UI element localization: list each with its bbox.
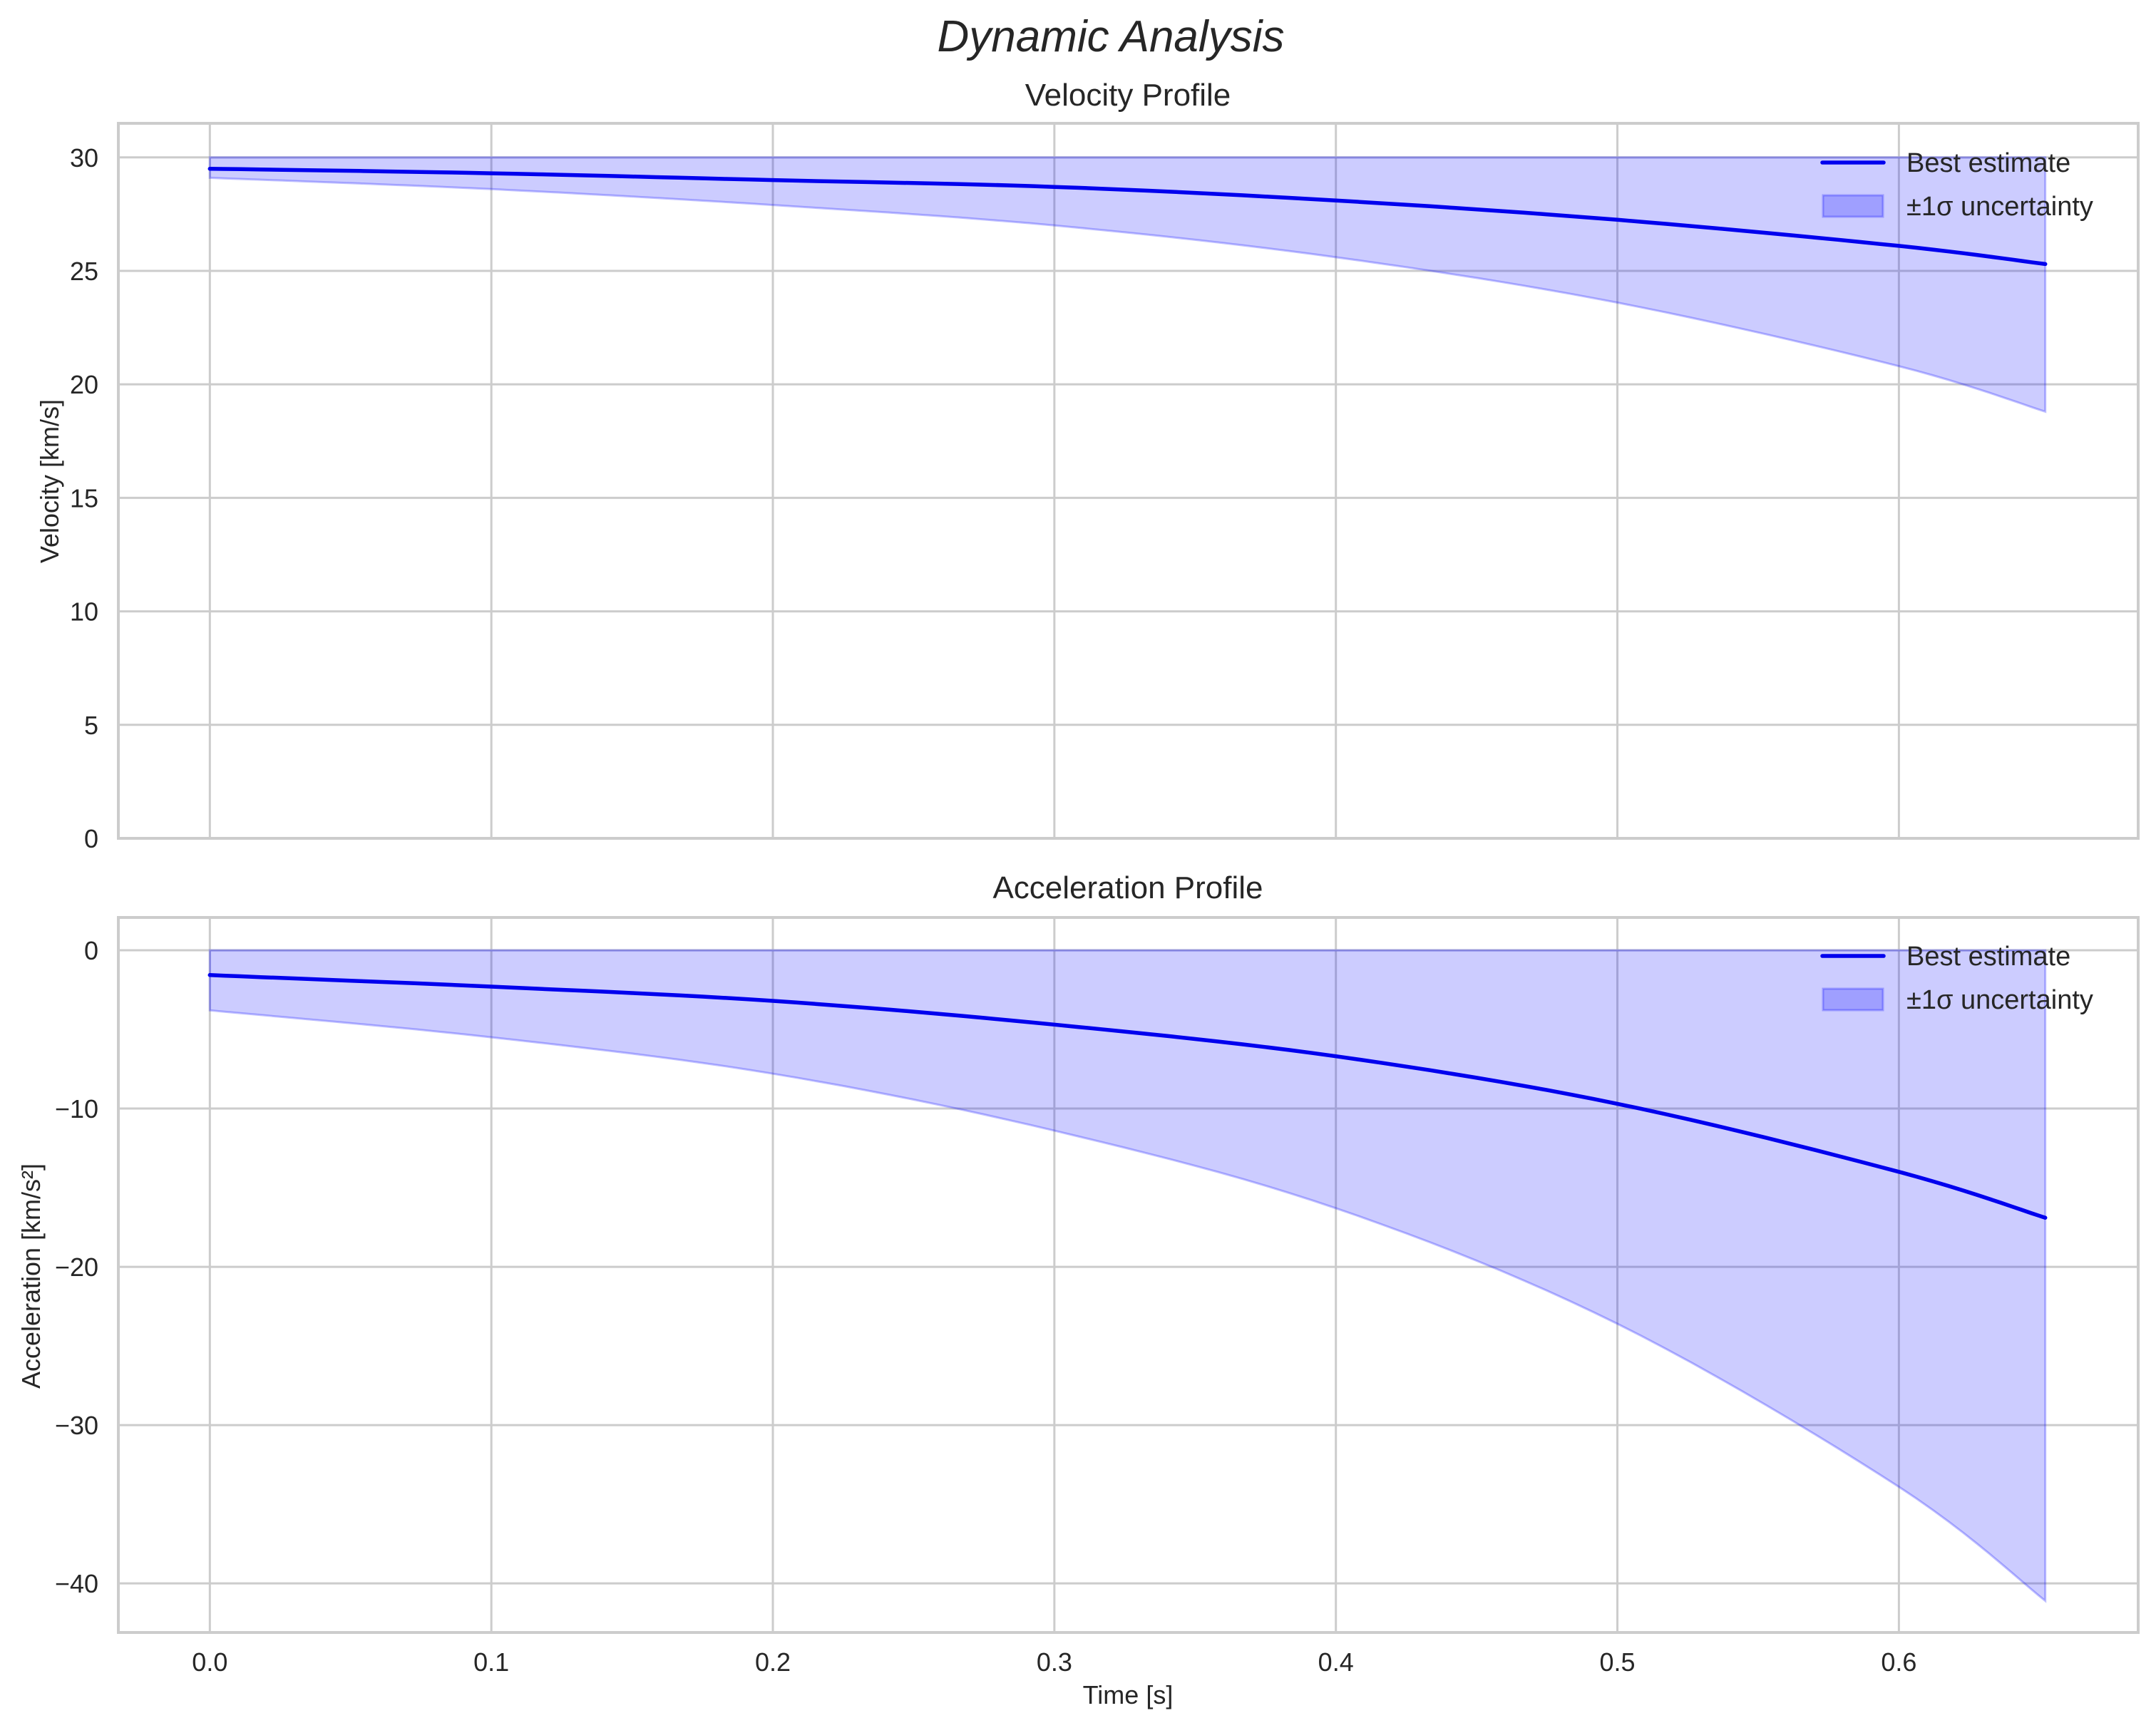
- acceleration-uncertainty-band: [208, 949, 2047, 1603]
- velocity-legend: Best estimate ±1σ uncertainty: [1820, 148, 2093, 222]
- velocity-plot: Velocity Profile 0 5 10 15 20 25 30 Velocity […: [35, 78, 2140, 853]
- y-tick-label: 15: [70, 483, 98, 513]
- y-tick-label: 10: [70, 597, 98, 627]
- y-tick-label: 0: [84, 824, 98, 853]
- y-tick-label: 30: [70, 143, 98, 173]
- x-tick-label: 0.5: [1600, 1647, 1636, 1677]
- acceleration-best-estimate-line: [207, 973, 2048, 1220]
- legend-label-best-estimate: Best estimate: [1906, 942, 2070, 972]
- velocity-grid: [118, 123, 2138, 840]
- acceleration-y-tick-labels: 0 −10 −20 −30 −40: [55, 936, 98, 1598]
- acceleration-axes-frame: [117, 916, 2140, 1634]
- y-tick-label: −40: [55, 1569, 98, 1598]
- velocity-axes-frame: [117, 122, 2140, 840]
- x-tick-label: 0.6: [1881, 1647, 1916, 1677]
- x-tick-label: 0.4: [1318, 1647, 1354, 1677]
- axes-border: [117, 122, 2140, 840]
- x-tick-label: 0.1: [473, 1647, 509, 1677]
- uncertainty-band-area: [208, 156, 2047, 413]
- legend-label-uncertainty: ±1σ uncertainty: [1906, 192, 2093, 222]
- legend-label-best-estimate: Best estimate: [1906, 148, 2070, 178]
- best-estimate-path: [207, 166, 2048, 267]
- y-tick-label: 0: [84, 936, 98, 965]
- x-tick-label: 0.2: [755, 1647, 791, 1677]
- acceleration-plot: Acceleration Profile 0−10−20−30−40 0.0 0.…: [16, 870, 2140, 1677]
- acceleration-x-tick-labels: 0.0 0.1 0.2 0.3 0.4 0.5 0.6: [192, 1647, 1916, 1677]
- y-tick-label: 25: [70, 257, 98, 286]
- x-tick-label: 0.3: [1037, 1647, 1072, 1677]
- y-tick-label: 5: [84, 711, 98, 740]
- acceleration-plot-title: Acceleration Profile: [992, 870, 1263, 905]
- y-tick-label: −30: [55, 1411, 98, 1440]
- velocity-plot-title: Velocity Profile: [1025, 78, 1231, 113]
- x-axis-label: Time [s]: [1083, 1680, 1174, 1709]
- uncertainty-band-area: [208, 949, 2047, 1603]
- y-tick-label: −20: [55, 1253, 98, 1282]
- legend-patch-swatch: [1822, 194, 1884, 218]
- best-estimate-path: [207, 973, 2048, 1220]
- y-tick-label: 20: [70, 370, 98, 399]
- x-tick-label: 0.0: [192, 1647, 227, 1677]
- legend-label-uncertainty: ±1σ uncertainty: [1906, 985, 2093, 1015]
- y-tick-label: −10: [55, 1094, 98, 1123]
- figure-suptitle: Dynamic Analysis: [938, 12, 1285, 61]
- velocity-y-axis-label: Velocity [km/s]: [35, 399, 64, 563]
- axes-border: [117, 916, 2140, 1634]
- acceleration-legend: Best estimate ±1σ uncertainty: [1820, 942, 2093, 1015]
- legend-patch-swatch: [1822, 987, 1884, 1012]
- acceleration-y-axis-label: Acceleration [km/s²]: [16, 1163, 46, 1389]
- velocity-best-estimate-line: [207, 166, 2048, 267]
- acceleration-grid: [118, 917, 2138, 1632]
- velocity-y-tick-labels: 0 5 10 15 20 25 30: [70, 143, 98, 853]
- velocity-uncertainty-band: [208, 156, 2047, 413]
